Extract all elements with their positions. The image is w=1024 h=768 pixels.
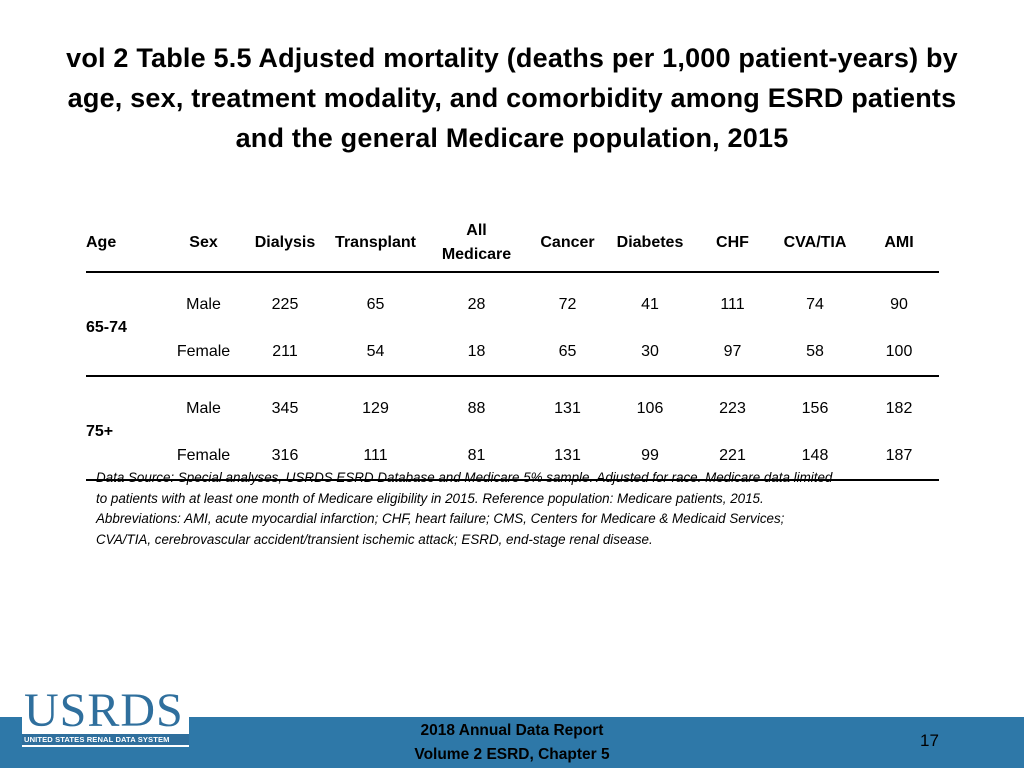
- value-cell: 74: [806, 295, 824, 313]
- header-cancer: Cancer: [540, 234, 595, 251]
- page-number: 17: [920, 731, 939, 750]
- value-cell: 131: [554, 446, 581, 464]
- header-sex: Sex: [189, 234, 218, 251]
- mortality-table: Age Sex Dialysis Transplant All Medicare…: [86, 215, 939, 481]
- header-transplant: Transplant: [335, 234, 416, 251]
- value-cell: 90: [890, 295, 908, 313]
- age-cell: 65-74: [86, 319, 127, 336]
- header-ami: AMI: [884, 234, 914, 251]
- value-cell: 65: [558, 342, 577, 360]
- sex-cell: Female: [176, 342, 231, 360]
- value-cell: 18: [467, 342, 486, 360]
- value-cell: 106: [636, 399, 664, 417]
- age-group-75-plus: 75+ Male 345 129 88 131 106 223 156 182 …: [86, 376, 939, 480]
- header-all-medicare: All Medicare: [424, 215, 529, 272]
- header-all-medicare-line2: Medicare: [441, 246, 512, 263]
- value-cell: 28: [467, 295, 486, 313]
- header-all-medicare-line1: All: [466, 222, 487, 239]
- value-cell: 182: [885, 399, 913, 417]
- footer-line1: 2018 Annual Data Report: [420, 722, 604, 739]
- note-line: CVA/TIA, cerebrovascular accident/transi…: [96, 531, 653, 547]
- value-cell: 156: [801, 399, 829, 417]
- header-chf: CHF: [716, 234, 749, 251]
- value-cell: 187: [885, 446, 913, 464]
- value-cell: 81: [467, 446, 486, 464]
- slide-title: vol 2 Table 5.5 Adjusted mortality (deat…: [66, 43, 958, 153]
- logo-band: [22, 734, 189, 745]
- header-dialysis: Dialysis: [254, 234, 316, 251]
- value-cell: 225: [271, 295, 299, 313]
- table-header-row: Age Sex Dialysis Transplant All Medicare…: [86, 215, 939, 272]
- footer-caption: 2018 Annual Data Report Volume 2 ESRD, C…: [362, 719, 662, 767]
- table-row: Female 211 54 18 65 30 97 58 100: [86, 328, 939, 376]
- header-diabetes: Diabetes: [616, 234, 684, 251]
- footer-line2: Volume 2 ESRD, Chapter 5: [414, 746, 610, 763]
- sex-cell: Male: [186, 295, 221, 313]
- usrds-logo: USRDS UNITED STATES RENAL DATA SYSTEM: [22, 685, 189, 747]
- data-source-note: Data Source: Special analyses, USRDS ESR…: [96, 468, 946, 550]
- value-cell: 97: [723, 342, 742, 360]
- logo-subtitle: UNITED STATES RENAL DATA SYSTEM: [24, 735, 170, 744]
- note-line: to patients with at least one month of M…: [96, 490, 764, 506]
- value-cell: 58: [806, 342, 824, 360]
- value-cell: 41: [641, 295, 659, 313]
- sex-cell: Male: [186, 399, 221, 417]
- value-cell: 88: [467, 399, 486, 417]
- header-age: Age: [86, 234, 117, 251]
- value-cell: 30: [641, 342, 659, 360]
- value-cell: 65: [366, 295, 385, 313]
- table-row: 65-74 Male 225 65 28 72 41 111 74 90: [86, 281, 939, 337]
- note-line: Abbreviations: AMI, acute myocardial inf…: [96, 511, 785, 526]
- value-cell: 111: [363, 446, 388, 464]
- value-cell: 129: [362, 399, 389, 417]
- sex-cell: Female: [176, 446, 231, 464]
- value-cell: 72: [558, 295, 577, 313]
- value-cell: 100: [885, 342, 913, 360]
- value-cell: 345: [271, 399, 299, 417]
- header-cva-tia: CVA/TIA: [783, 234, 847, 251]
- value-cell: 131: [554, 399, 581, 417]
- value-cell: 211: [272, 342, 298, 360]
- logo-wordmark: USRDS: [24, 684, 184, 737]
- age-group-65-74: 65-74 Male 225 65 28 72 41 111 74 90 Fem…: [86, 272, 939, 376]
- value-cell: 111: [720, 295, 745, 313]
- value-cell: 148: [801, 446, 829, 464]
- table-row: 75+ Male 345 129 88 131 106 223 156 182: [86, 385, 939, 441]
- value-cell: 99: [641, 446, 659, 464]
- value-cell: 221: [719, 446, 746, 464]
- age-cell: 75+: [86, 423, 114, 440]
- table-row: Female 316 111 81 131 99 221 148 187: [86, 432, 939, 480]
- value-cell: 316: [271, 446, 299, 464]
- note-line: Data Source: Special analyses, USRDS ESR…: [96, 470, 833, 485]
- value-cell: 54: [366, 342, 385, 360]
- value-cell: 223: [719, 399, 746, 417]
